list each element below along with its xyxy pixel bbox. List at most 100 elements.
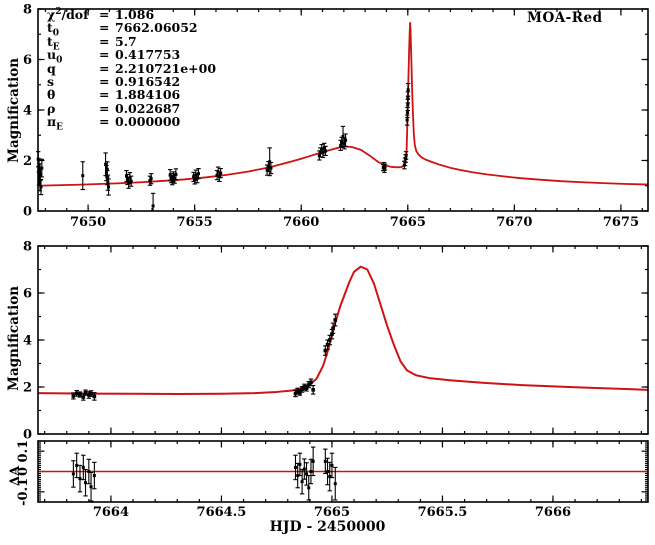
- data-point: [307, 486, 311, 490]
- data-point: [333, 482, 337, 486]
- data-point: [71, 472, 75, 476]
- data-point: [174, 172, 178, 176]
- data-point: [124, 174, 128, 178]
- data-point: [300, 387, 304, 392]
- data-point: [323, 459, 327, 463]
- data-point: [81, 174, 85, 178]
- data-point: [404, 153, 408, 157]
- data-point: [128, 176, 132, 180]
- data-point: [311, 388, 315, 392]
- data-point: [265, 168, 269, 172]
- middle-panel: 0 2 4 6 8: [23, 240, 649, 443]
- tick-label: 7664: [93, 505, 129, 520]
- tick-label: 0: [23, 205, 32, 220]
- fit-parameter-row: u0 = 0.417753: [47, 47, 181, 66]
- data-point: [298, 390, 302, 395]
- data-point: [298, 462, 302, 466]
- data-point: [333, 318, 338, 322]
- data-point: [300, 480, 304, 484]
- data-point: [328, 475, 332, 479]
- data-point: [107, 185, 111, 189]
- data-point: [171, 175, 175, 179]
- data-point: [92, 474, 96, 478]
- delta-a-axis-label: ΔA: [8, 465, 23, 486]
- data-point: [406, 103, 410, 107]
- data-point: [305, 472, 309, 476]
- data-point: [339, 143, 343, 147]
- tick-label: 0: [16, 467, 31, 476]
- data-point: [92, 394, 97, 399]
- data-point: [75, 463, 79, 467]
- fit-parameter-row: t0 = 7662.06052: [47, 20, 198, 39]
- data-point: [309, 380, 313, 385]
- tick-label: 6: [23, 53, 32, 68]
- magnification-axis-label-top: Magnification: [6, 57, 22, 163]
- tick-label: 7675: [603, 215, 639, 230]
- data-point: [340, 140, 344, 144]
- tick-label: 7665: [314, 505, 350, 520]
- data-point: [342, 141, 346, 145]
- data-point: [151, 204, 155, 208]
- tick-label: 4: [23, 104, 32, 119]
- tick-label: 8: [23, 240, 32, 255]
- fit-parameter-row: χ2/dof = 1.086: [47, 6, 155, 22]
- data-point: [149, 177, 153, 181]
- data-point: [341, 135, 345, 139]
- data-point: [296, 474, 300, 478]
- data-point: [381, 166, 385, 170]
- residual-panel: 7664 7664.5 7665 7665.5 7666 -0.1 0 0.1: [16, 440, 649, 520]
- data-point: [215, 173, 219, 177]
- data-point: [84, 481, 88, 485]
- fit-parameters: χ2/dof = 1.086 t0 = 7662.06052 tE = 5.7 u0 = 0.4177…: [47, 6, 217, 132]
- data-point: [327, 338, 332, 342]
- data-point: [104, 171, 108, 175]
- tick-label: 7665.5: [418, 505, 468, 520]
- data-point: [344, 138, 348, 142]
- data-point: [104, 162, 108, 166]
- data-point: [105, 167, 109, 171]
- data-point: [173, 177, 177, 181]
- model-curve: [37, 265, 649, 396]
- data-point: [302, 467, 306, 471]
- data-point: [306, 382, 311, 387]
- data-point: [38, 172, 42, 176]
- fit-parameter-row: q = 2.210721e+00: [47, 60, 217, 76]
- data-point: [89, 391, 93, 396]
- tick-label: -0.1: [16, 478, 31, 506]
- tick-label: 6: [23, 287, 32, 302]
- data-point: [78, 477, 82, 481]
- data-point: [320, 147, 324, 151]
- data-point: [309, 470, 313, 473]
- data-point: [39, 185, 43, 189]
- data-point: [382, 164, 386, 168]
- data-point: [37, 177, 41, 181]
- tick-label: 4: [23, 334, 32, 349]
- data-point: [304, 386, 309, 390]
- data-point: [37, 163, 41, 167]
- data-point: [74, 391, 79, 396]
- data-point: [331, 326, 335, 331]
- data-point: [317, 153, 321, 157]
- data-point: [83, 390, 88, 395]
- data-point: [106, 181, 110, 185]
- data-point: [193, 177, 197, 181]
- data-point: [105, 176, 109, 180]
- data-point: [318, 150, 322, 154]
- data-point: [268, 160, 272, 164]
- fit-parameter-row: θ = 1.884106: [47, 87, 181, 103]
- data-point: [89, 485, 93, 489]
- panel-frame: [37, 8, 649, 212]
- fit-parameter-row: s = 0.916542: [47, 74, 181, 90]
- data-point: [295, 389, 300, 393]
- data-point: [302, 385, 307, 389]
- tick-label: 7650: [70, 215, 106, 230]
- data-point: [78, 392, 82, 397]
- data-point: [40, 166, 44, 170]
- model-curve: [37, 21, 649, 187]
- data-point: [406, 95, 410, 99]
- data-point: [311, 459, 315, 463]
- data-point: [330, 332, 334, 336]
- data-point: [170, 178, 174, 182]
